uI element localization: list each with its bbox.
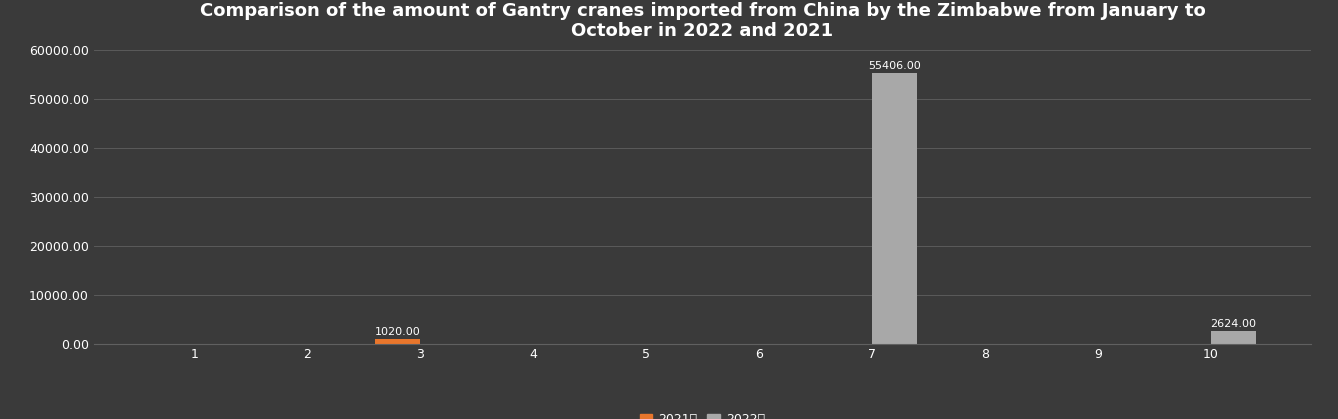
Text: 2624.00: 2624.00 [1211,319,1256,329]
Title: Comparison of the amount of Gantry cranes imported from China by the Zimbabwe fr: Comparison of the amount of Gantry crane… [199,2,1206,40]
Text: 1020.00: 1020.00 [375,327,420,336]
Legend: 2021年, 2022年: 2021年, 2022年 [634,408,771,419]
Bar [1211,331,1256,344]
Bar [872,73,917,344]
Bar [375,339,420,344]
Text: 55406.00: 55406.00 [868,61,921,71]
